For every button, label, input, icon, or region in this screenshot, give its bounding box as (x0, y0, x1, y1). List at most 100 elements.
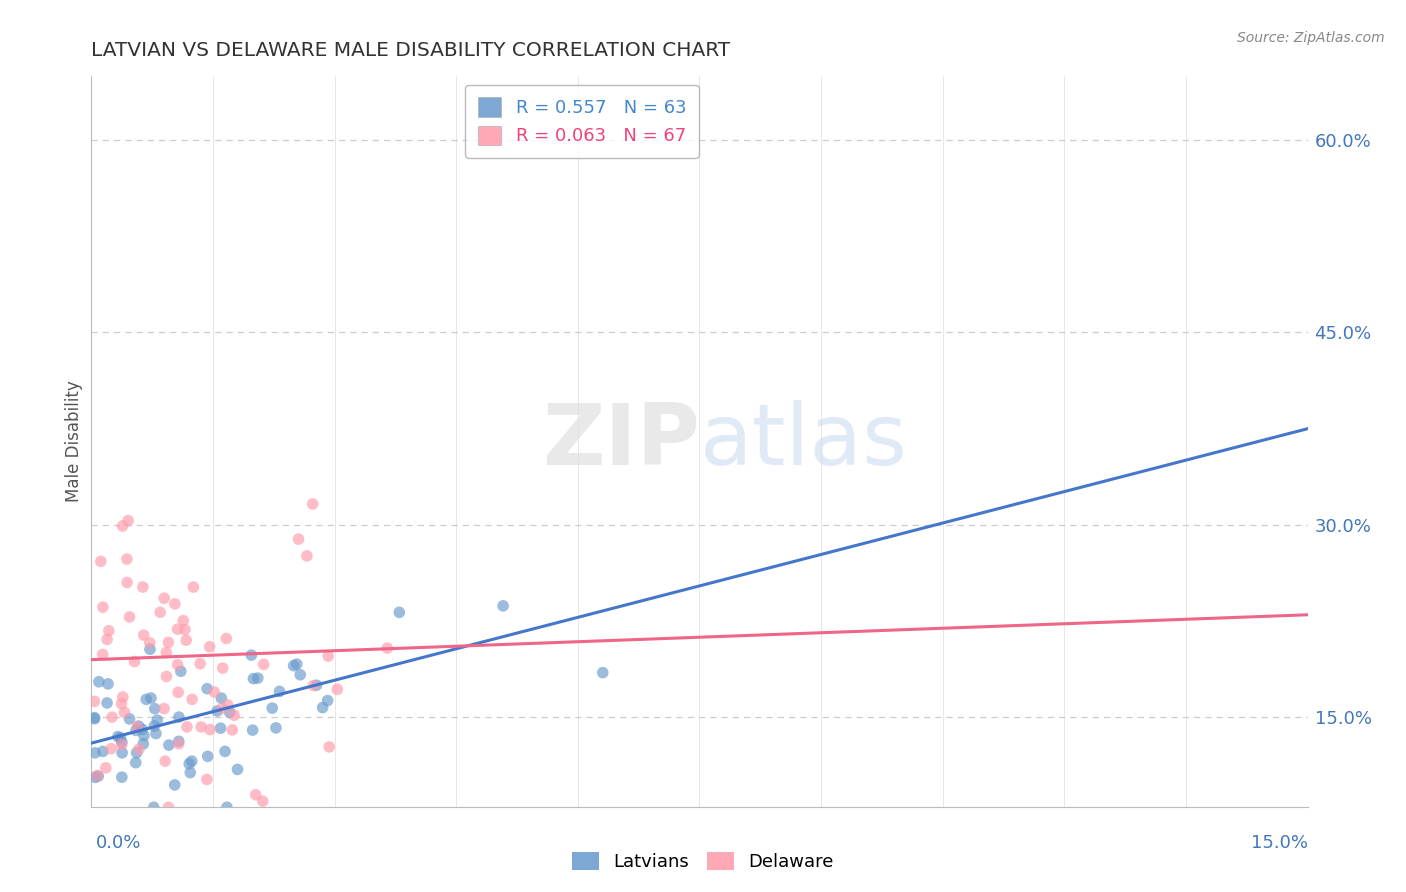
Point (83, 694, 105, 708)
Point (163, 597, 186, 611)
Point (174, 623, 197, 637)
Point (240, 648, 263, 662)
Point (283, 658, 305, 673)
Point (132, 580, 155, 594)
Point (301, 497, 323, 511)
Text: 15.0%: 15.0% (1250, 834, 1308, 852)
Text: LATVIAN VS DELAWARE MALE DISABILITY CORRELATION CHART: LATVIAN VS DELAWARE MALE DISABILITY CORR… (91, 41, 731, 61)
Point (388, 606, 411, 620)
Point (142, 800, 165, 814)
Point (124, 655, 146, 669)
Point (179, 756, 201, 771)
Point (155, 669, 177, 683)
Point (302, 679, 325, 693)
Point (96, 632, 118, 647)
Point (166, 622, 188, 636)
Point (217, 698, 239, 712)
Point (101, 710, 124, 724)
Point (316, 649, 339, 664)
Point (318, 739, 340, 754)
Point (295, 549, 318, 563)
Point (188, 657, 211, 671)
Point (111, 519, 134, 533)
Point (155, 646, 177, 660)
Point (205, 704, 228, 718)
Point (592, 665, 614, 680)
Point (149, 605, 172, 619)
Point (209, 691, 232, 706)
Point (107, 730, 129, 744)
Point (242, 723, 264, 737)
Point (215, 800, 238, 814)
Point (153, 591, 176, 606)
Point (179, 765, 201, 780)
Point (305, 678, 328, 692)
Point (135, 692, 157, 706)
Point (111, 690, 134, 704)
Point (172, 614, 194, 628)
Point (246, 671, 269, 685)
Point (174, 633, 197, 648)
Legend: R = 0.557   N = 63, R = 0.063   N = 67: R = 0.557 N = 63, R = 0.063 N = 67 (465, 85, 699, 158)
Point (87, 769, 110, 783)
Point (197, 749, 219, 764)
Text: ZIP: ZIP (541, 400, 699, 483)
Point (118, 712, 141, 726)
Point (115, 575, 138, 590)
Point (125, 756, 148, 770)
Point (91, 648, 114, 662)
Point (176, 720, 198, 734)
Point (125, 723, 148, 738)
Point (94, 761, 117, 775)
Point (110, 731, 132, 745)
Point (269, 684, 291, 698)
Point (91, 600, 114, 615)
Point (326, 682, 349, 697)
Point (226, 763, 249, 777)
Point (214, 744, 236, 758)
Point (167, 710, 190, 724)
Point (100, 741, 122, 756)
Point (252, 794, 274, 808)
Point (114, 706, 136, 720)
Point (190, 720, 212, 734)
Point (195, 772, 218, 787)
Point (157, 635, 180, 649)
Point (111, 735, 134, 749)
Point (115, 552, 138, 566)
Point (170, 665, 193, 679)
Point (139, 691, 162, 706)
Point (211, 701, 233, 715)
Point (138, 636, 160, 650)
Point (118, 610, 141, 624)
Y-axis label: Male Disability: Male Disability (65, 381, 83, 502)
Point (215, 632, 238, 646)
Point (146, 713, 169, 727)
Point (242, 672, 264, 686)
Point (111, 770, 134, 784)
Point (128, 742, 150, 756)
Point (198, 723, 221, 737)
Point (91, 744, 114, 758)
Point (181, 692, 204, 706)
Point (157, 800, 180, 814)
Text: 0.0%: 0.0% (96, 834, 141, 852)
Point (87, 674, 110, 689)
Point (167, 737, 190, 751)
Point (157, 738, 180, 752)
Point (132, 737, 155, 751)
Point (166, 657, 188, 672)
Point (111, 738, 134, 752)
Text: atlas: atlas (699, 400, 907, 483)
Point (83, 712, 105, 726)
Point (125, 746, 148, 760)
Text: Source: ZipAtlas.com: Source: ZipAtlas.com (1237, 31, 1385, 45)
Point (117, 514, 139, 528)
Point (224, 708, 246, 723)
Point (221, 723, 243, 737)
Point (211, 661, 233, 675)
Point (111, 746, 134, 760)
Point (110, 697, 132, 711)
Point (287, 532, 309, 546)
Point (163, 778, 186, 792)
